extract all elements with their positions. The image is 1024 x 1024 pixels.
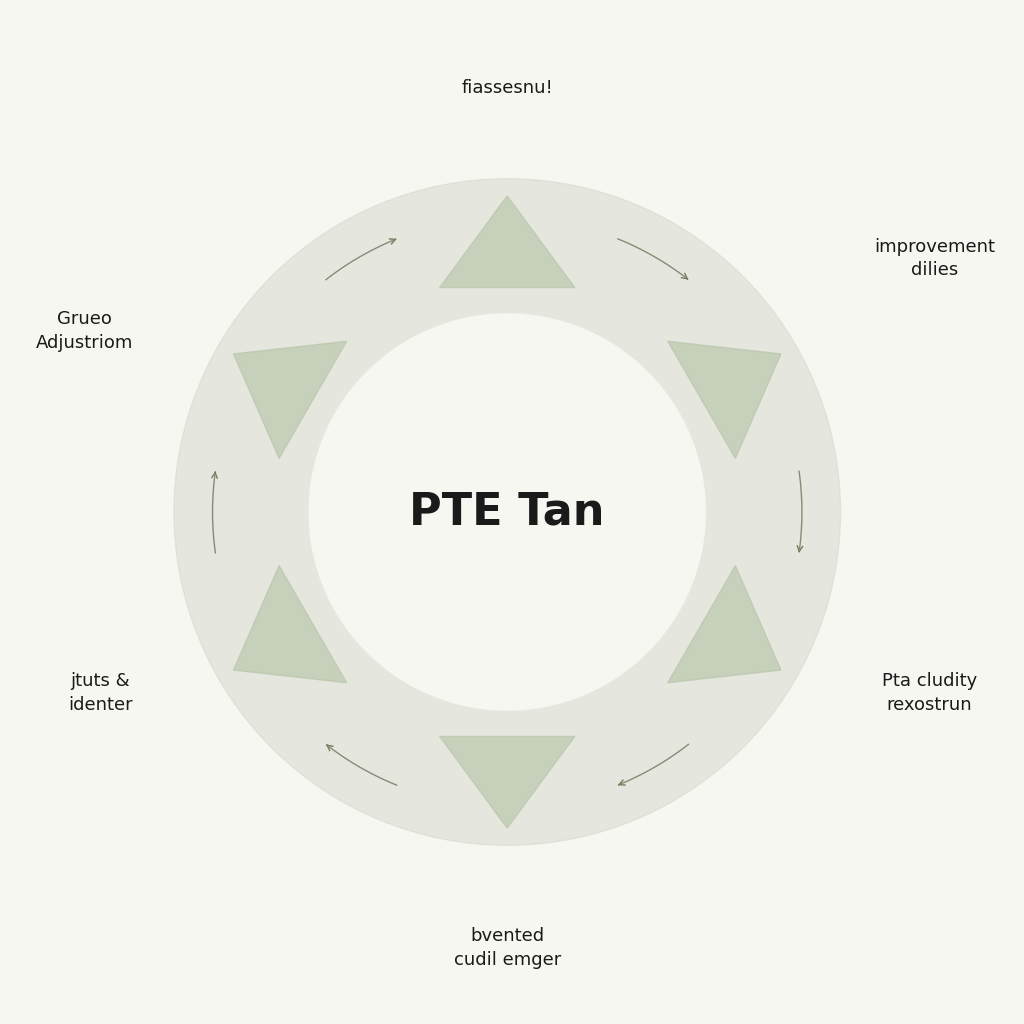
Text: jtuts &
identer: jtuts & identer <box>69 673 133 714</box>
Polygon shape <box>668 341 781 459</box>
Text: Grueo
Adjustriom: Grueo Adjustriom <box>36 310 133 351</box>
Text: PTE Tan: PTE Tan <box>410 490 605 534</box>
Circle shape <box>309 314 706 710</box>
Text: improvement
dilies: improvement dilies <box>874 238 995 280</box>
Text: fiassesnu!: fiassesnu! <box>462 79 553 96</box>
Polygon shape <box>233 341 347 459</box>
Text: bvented
cudil emger: bvented cudil emger <box>454 928 561 969</box>
Polygon shape <box>668 565 781 683</box>
Polygon shape <box>233 565 347 683</box>
Text: Pta cludity
rexostrun: Pta cludity rexostrun <box>882 673 977 714</box>
Circle shape <box>174 178 841 846</box>
Polygon shape <box>439 736 574 828</box>
Polygon shape <box>439 196 574 288</box>
